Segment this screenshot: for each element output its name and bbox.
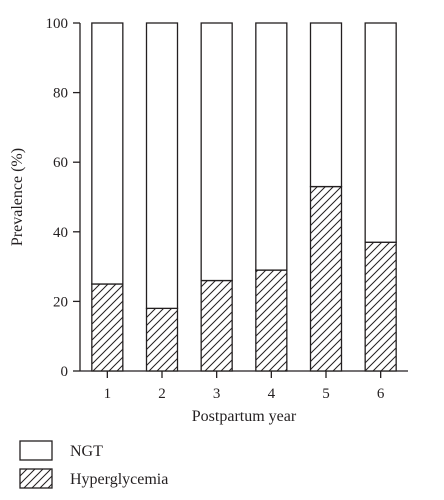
bar-hyperglycemia: [364, 241, 397, 372]
legend-swatch-hyperglycemia: [19, 468, 53, 489]
bar-ngt: [309, 22, 343, 188]
y-tick-label: 100: [46, 16, 69, 32]
legend-item-hyperglycemia: Hyperglycemia: [19, 468, 168, 489]
bar-ngt: [364, 22, 397, 243]
y-axis-label: Prevalence (%): [9, 148, 26, 246]
x-tick-label: 3: [213, 386, 221, 402]
bar-hyperglycemia: [255, 269, 288, 372]
y-tick-label: 80: [53, 86, 68, 102]
x-tick-label: 5: [322, 386, 330, 402]
bar-ngt: [145, 22, 179, 310]
bars: [91, 22, 397, 372]
bar-hyperglycemia: [309, 185, 343, 372]
x-tick-label: 6: [377, 386, 385, 402]
y-tick-label: 60: [53, 155, 68, 171]
x-axis-label: Postpartum year: [192, 408, 297, 425]
y-tick-label: 40: [53, 225, 68, 241]
x-tick-label: 4: [268, 386, 276, 402]
y-tick-label: 20: [53, 294, 68, 310]
bar-ngt: [91, 22, 124, 285]
x-tick-label: 2: [158, 386, 166, 402]
bar-hyperglycemia: [91, 283, 124, 372]
y-tick-label: 0: [61, 364, 69, 380]
bar-hyperglycemia: [200, 279, 233, 372]
legend-swatch-ngt: [19, 440, 53, 461]
bar-ngt: [200, 22, 233, 282]
legend-item-ngt: NGT: [19, 440, 103, 461]
bar-hyperglycemia: [145, 307, 179, 372]
legend-label-ngt: NGT: [70, 443, 103, 460]
x-axis: 1 2 3 4 5 6: [80, 370, 408, 402]
x-tick-label: 1: [104, 386, 112, 402]
legend-label-hyperglycemia: Hyperglycemia: [70, 471, 168, 488]
bar-ngt: [255, 22, 288, 271]
y-axis: 0 20 40 60 80 100: [46, 16, 81, 380]
legend: NGT Hyperglycemia: [19, 440, 168, 489]
